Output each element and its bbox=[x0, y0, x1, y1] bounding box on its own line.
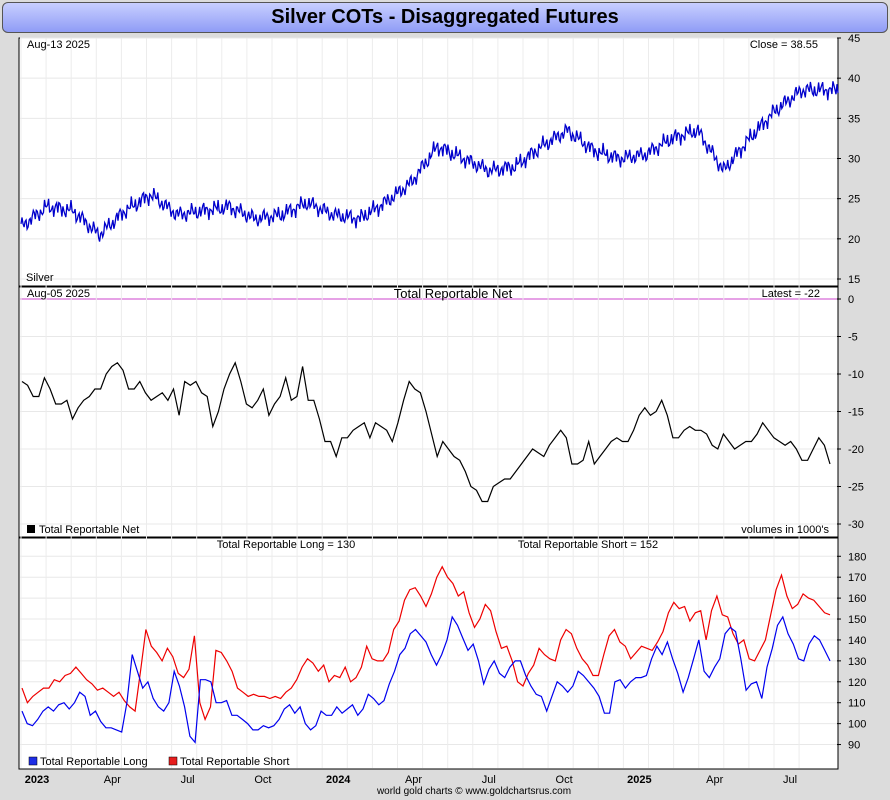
price-series-label: Silver bbox=[26, 272, 54, 284]
y-tick-label: 25 bbox=[848, 194, 860, 206]
y-tick-label: 90 bbox=[848, 740, 860, 752]
short-legend-swatch bbox=[168, 756, 178, 766]
y-tick-label: 40 bbox=[848, 73, 860, 85]
y-tick-label: 45 bbox=[848, 33, 860, 45]
volumes-note: volumes in 1000's bbox=[741, 524, 829, 536]
x-axis-label: Apr bbox=[104, 774, 121, 786]
x-axis-label: Jul bbox=[181, 774, 195, 786]
y-tick-label: 20 bbox=[848, 234, 860, 246]
net-legend-swatch bbox=[27, 525, 35, 533]
footer-credit: world gold charts © www.goldchartsrus.co… bbox=[376, 786, 571, 797]
net-line bbox=[21, 361, 831, 503]
net-panel-title: Total Reportable Net bbox=[394, 286, 513, 301]
axis-ticks: 15 20 25 30 35 40 45 0 -5 -10 -15 -20 -25 -30 90 100 110… bbox=[837, 33, 866, 752]
net-latest-label: Latest = -22 bbox=[762, 288, 820, 300]
y-tick-label: 180 bbox=[848, 551, 866, 563]
y-tick-label: 130 bbox=[848, 656, 866, 668]
y-tick-label: -15 bbox=[848, 407, 864, 419]
x-axis-label: Apr bbox=[706, 774, 723, 786]
long-legend-swatch bbox=[28, 756, 38, 766]
price-line bbox=[20, 81, 839, 242]
chart-series bbox=[20, 81, 839, 744]
x-axis-label: 2025 bbox=[627, 774, 651, 786]
y-tick-label: 15 bbox=[848, 274, 860, 286]
chart-title: Silver COTs - Disaggregated Futures bbox=[2, 2, 888, 33]
y-tick-label: 160 bbox=[848, 593, 866, 605]
long-total-label: Total Reportable Long = 130 bbox=[217, 539, 356, 551]
x-axis-label: Jul bbox=[482, 774, 496, 786]
y-tick-label: -30 bbox=[848, 519, 864, 531]
y-tick-label: 30 bbox=[848, 154, 860, 166]
x-axis-label: Apr bbox=[405, 774, 422, 786]
y-tick-label: -10 bbox=[848, 369, 864, 381]
net-date-label: Aug-05 2025 bbox=[27, 288, 90, 300]
short-line bbox=[21, 565, 831, 722]
x-axis-label: Oct bbox=[556, 774, 573, 786]
y-tick-label: 140 bbox=[848, 635, 866, 647]
price-close-label: Close = 38.55 bbox=[750, 39, 818, 51]
y-tick-label: 0 bbox=[848, 294, 854, 306]
y-tick-label: 110 bbox=[848, 698, 866, 710]
y-tick-label: 120 bbox=[848, 677, 866, 689]
long-legend-label: Total Reportable Long bbox=[40, 756, 148, 768]
gridlines bbox=[20, 37, 837, 768]
price-date-label: Aug-13 2025 bbox=[27, 39, 90, 51]
x-axis-labels: 2023 Apr Jul Oct 2024 Apr Jul Oct 2025 Apr Jul bbox=[25, 774, 797, 786]
x-axis-label: 2023 bbox=[25, 774, 49, 786]
y-tick-label: -5 bbox=[848, 332, 858, 344]
y-tick-label: 170 bbox=[848, 572, 866, 584]
short-total-label: Total Reportable Short = 152 bbox=[518, 539, 658, 551]
net-legend-label: Total Reportable Net bbox=[39, 524, 139, 536]
y-tick-label: -25 bbox=[848, 482, 864, 494]
x-axis-label: 2024 bbox=[326, 774, 351, 786]
short-legend-label: Total Reportable Short bbox=[180, 756, 289, 768]
y-tick-label: -20 bbox=[848, 444, 864, 456]
y-tick-label: 35 bbox=[848, 113, 860, 125]
y-tick-label: 150 bbox=[848, 614, 866, 626]
long-line bbox=[21, 615, 831, 744]
x-axis-label: Oct bbox=[254, 774, 271, 786]
x-axis-label: Jul bbox=[783, 774, 797, 786]
y-tick-label: 100 bbox=[848, 719, 866, 731]
